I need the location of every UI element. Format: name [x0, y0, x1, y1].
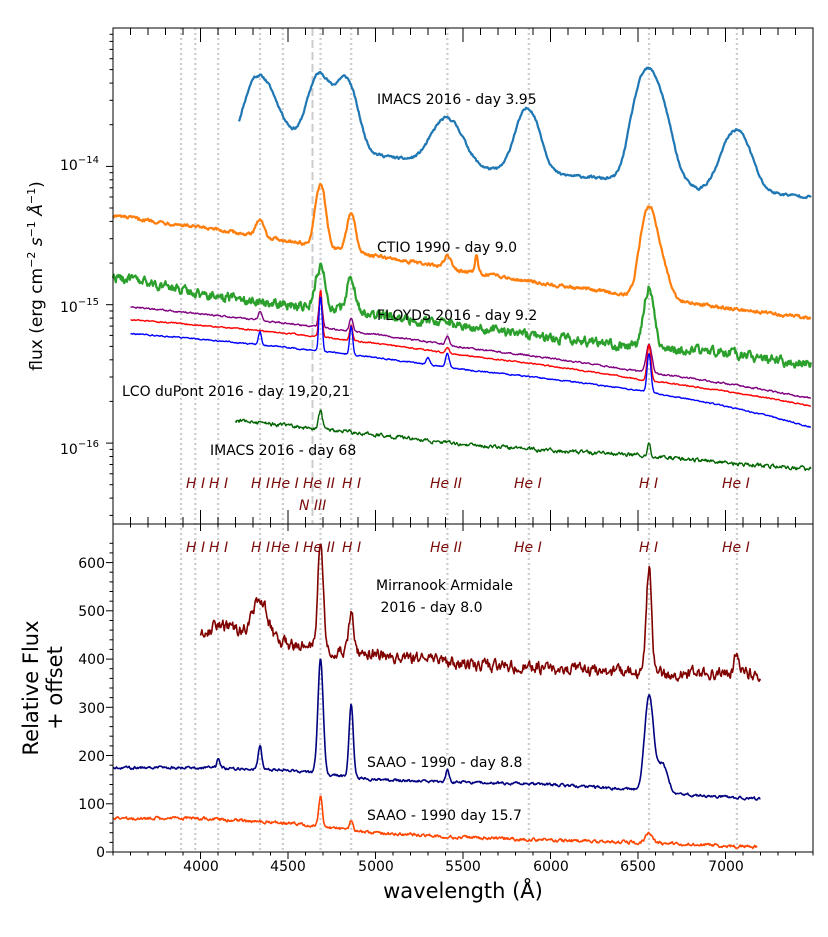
ion-label-he-i-4471: He I	[271, 476, 299, 492]
top-ytick-label-1e-14: 10−14	[60, 155, 99, 174]
ion-label-bottom-he-ii-5411: He II	[430, 540, 462, 556]
ion-label-bottom-he-i-7065: He I	[722, 540, 750, 556]
ion-label-bottom-h-alpha: H I	[639, 540, 658, 556]
bottom-ylabel-line2: + offset	[43, 646, 67, 730]
xtick-label-5500: 5500	[445, 859, 481, 875]
bottom-ion-labels: H I H I H I He I He II H I He II He I H …	[186, 540, 750, 556]
ion-label-bottom-h-epsilon: H I	[186, 540, 205, 556]
ion-label-bottom-h-gamma: H I	[251, 540, 270, 556]
label-floyds: FLOYDS 2016 - day 9.2	[377, 308, 537, 324]
series-line-saao_157	[112, 795, 758, 850]
series-line-floyds	[111, 262, 812, 369]
top-ytick-label-1e-16: 10−16	[60, 439, 99, 458]
ion-label-bottom-he-i-4471: He I	[271, 540, 299, 556]
ion-label-h-alpha: H I	[639, 476, 658, 492]
xtick-label-4000: 4000	[183, 859, 219, 875]
ion-label-bottom-he-ii-4686: He II	[303, 540, 335, 556]
series-line-dupont_20	[130, 289, 812, 407]
label-imacs-late: IMACS 2016 - day 68	[210, 443, 356, 459]
top-panel-series	[111, 66, 812, 471]
xtick-label-7000: 7000	[708, 859, 744, 875]
bottom-ytick-label-0: 0	[96, 845, 105, 861]
bottom-ytick-label-300: 300	[78, 701, 105, 717]
bottom-ylabel-line1: Relative Flux	[19, 620, 43, 755]
series-line-dupont_21	[130, 296, 811, 428]
ion-label-n-iii: N III	[299, 498, 326, 514]
series-line-ctio	[112, 182, 812, 320]
label-imacs-early: IMACS 2016 - day 3.95	[377, 92, 537, 108]
bottom-ytick-labels: 0 100 200 300 400 500 600	[78, 556, 105, 861]
bottom-ytick-label-200: 200	[78, 749, 105, 765]
top-ylabel: flux (erg cm−2 s−1 Å−1)	[25, 181, 47, 370]
reference-lines	[180, 28, 739, 852]
top-ytick-label-1e-15: 10−15	[60, 297, 99, 316]
bottom-ytick-label-400: 400	[78, 652, 105, 668]
bottom-ytick-label-600: 600	[78, 556, 105, 572]
ion-label-he-ii-5411: He II	[430, 476, 462, 492]
label-dupont: LCO duPont 2016 - day 19,20,21	[122, 384, 350, 400]
series-line-mirranook	[199, 543, 762, 682]
ion-label-bottom-h-beta: H I	[342, 540, 361, 556]
ion-label-h-gamma: H I	[251, 476, 270, 492]
ion-label-bottom-h-delta: H I	[209, 540, 228, 556]
xlabel: wavelength (Å)	[383, 877, 543, 903]
label-saao-88: SAAO - 1990 - day 8.8	[367, 755, 522, 771]
ion-label-he-i-7065: He I	[722, 476, 750, 492]
xtick-label-5000: 5000	[358, 859, 394, 875]
series-line-imacs_late	[234, 409, 812, 471]
axis-ticks	[106, 28, 814, 859]
xtick-label-4500: 4500	[270, 859, 306, 875]
xtick-labels: 4000 4500 5000 5500 6000 6500 7000	[183, 859, 744, 875]
bottom-ytick-label-500: 500	[78, 604, 105, 620]
xtick-label-6500: 6500	[620, 859, 656, 875]
label-ctio: CTIO 1990 - day 9.0	[377, 240, 517, 256]
ion-label-h-epsilon: H I	[186, 476, 205, 492]
series-line-saao_88	[112, 658, 761, 801]
bottom-ytick-label-100: 100	[78, 797, 105, 813]
ion-label-he-i-5876: He I	[514, 476, 542, 492]
series-line-imacs_early	[237, 66, 812, 200]
ion-label-h-delta: H I	[209, 476, 228, 492]
top-ion-labels: H I H I H I He I He II H I He II He I H …	[186, 476, 750, 514]
label-mirranook-line2: 2016 - day 8.0	[376, 600, 483, 616]
ion-label-bottom-he-i-5876: He I	[514, 540, 542, 556]
ion-label-h-beta: H I	[342, 476, 361, 492]
series-line-dupont_19	[130, 298, 811, 399]
bottom-panel-series	[112, 543, 762, 850]
ion-label-he-ii-4686: He II	[303, 476, 335, 492]
xtick-label-6000: 6000	[533, 859, 569, 875]
label-saao-157: SAAO - 1990 day 15.7	[367, 808, 522, 824]
label-mirranook-line1: Mirranook Armidale	[376, 578, 513, 594]
